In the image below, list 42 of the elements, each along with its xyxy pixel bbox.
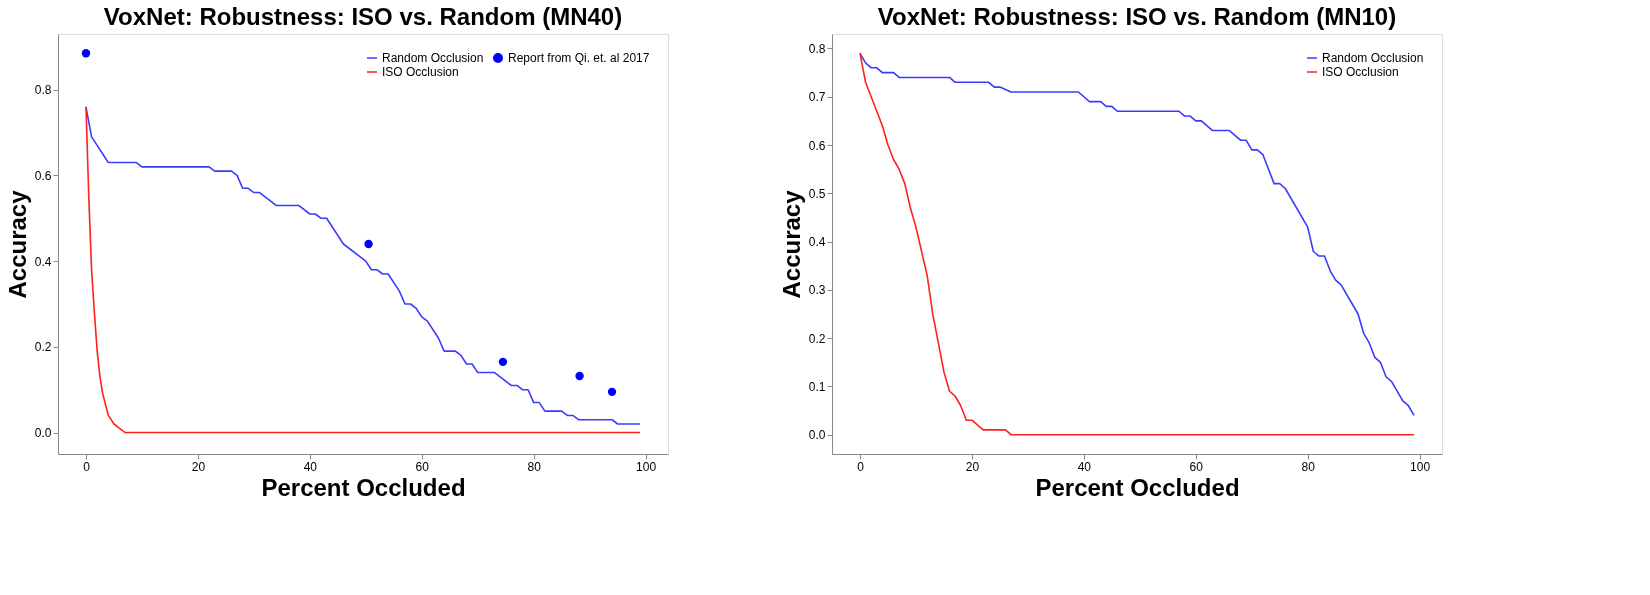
point <box>498 357 508 367</box>
y-tick-label: 0.4 <box>808 235 826 250</box>
y-tick-label: 0.0 <box>808 428 826 443</box>
point <box>81 49 91 58</box>
y-tick-label: 0.3 <box>808 283 826 298</box>
x-axis-title: Percent Occluded <box>261 473 466 501</box>
y-tick-label: 0.8 <box>34 83 52 98</box>
x-tick-label: 60 <box>415 459 430 474</box>
x-tick-label: 80 <box>1301 459 1316 474</box>
x-tick-label: 80 <box>527 459 542 474</box>
y-tick-label: 0.1 <box>808 379 826 394</box>
point <box>607 387 617 397</box>
legend-label: Random Occlusion <box>1322 51 1424 65</box>
legend-label: ISO Occlusion <box>382 65 459 79</box>
y-axis-title: Accuracy <box>3 189 31 299</box>
y-axis-title: Accuracy <box>777 189 805 299</box>
y-tick-label: 0.0 <box>34 426 52 441</box>
chart-title: VoxNet: Robustness: ISO vs. Random (MN40) <box>103 3 623 30</box>
x-tick-label: 40 <box>303 459 318 474</box>
y-tick-label: 0.2 <box>808 331 826 346</box>
y-tick-label: 0.6 <box>34 168 52 183</box>
y-tick-label: 0.6 <box>808 138 826 153</box>
point <box>575 371 584 381</box>
x-tick-label: 20 <box>191 459 206 474</box>
x-tick-label: 100 <box>1410 459 1431 474</box>
chart-title: VoxNet: Robustness: ISO vs. Random (MN10) <box>877 3 1397 30</box>
x-tick-label: 0 <box>83 459 91 474</box>
x-tick-label: 40 <box>1077 459 1092 474</box>
x-tick-label: 20 <box>965 459 980 474</box>
x-axis-title: Percent Occluded <box>1035 473 1240 501</box>
y-tick-label: 0.2 <box>34 340 52 355</box>
x-tick-label: 0 <box>857 459 865 474</box>
point <box>364 239 373 249</box>
legend-label: ISO Occlusion <box>1322 65 1399 79</box>
x-tick-label: 100 <box>636 459 657 474</box>
x-tick-label: 60 <box>1189 459 1204 474</box>
legend-label: Report from Qi. et. al 2017 <box>508 51 650 65</box>
y-tick-label: 0.8 <box>808 41 826 56</box>
y-tick-label: 0.5 <box>808 186 826 201</box>
y-tick-label: 0.4 <box>34 254 52 269</box>
legend-label: Random Occlusion <box>382 51 484 65</box>
y-tick-label: 0.7 <box>808 90 826 105</box>
